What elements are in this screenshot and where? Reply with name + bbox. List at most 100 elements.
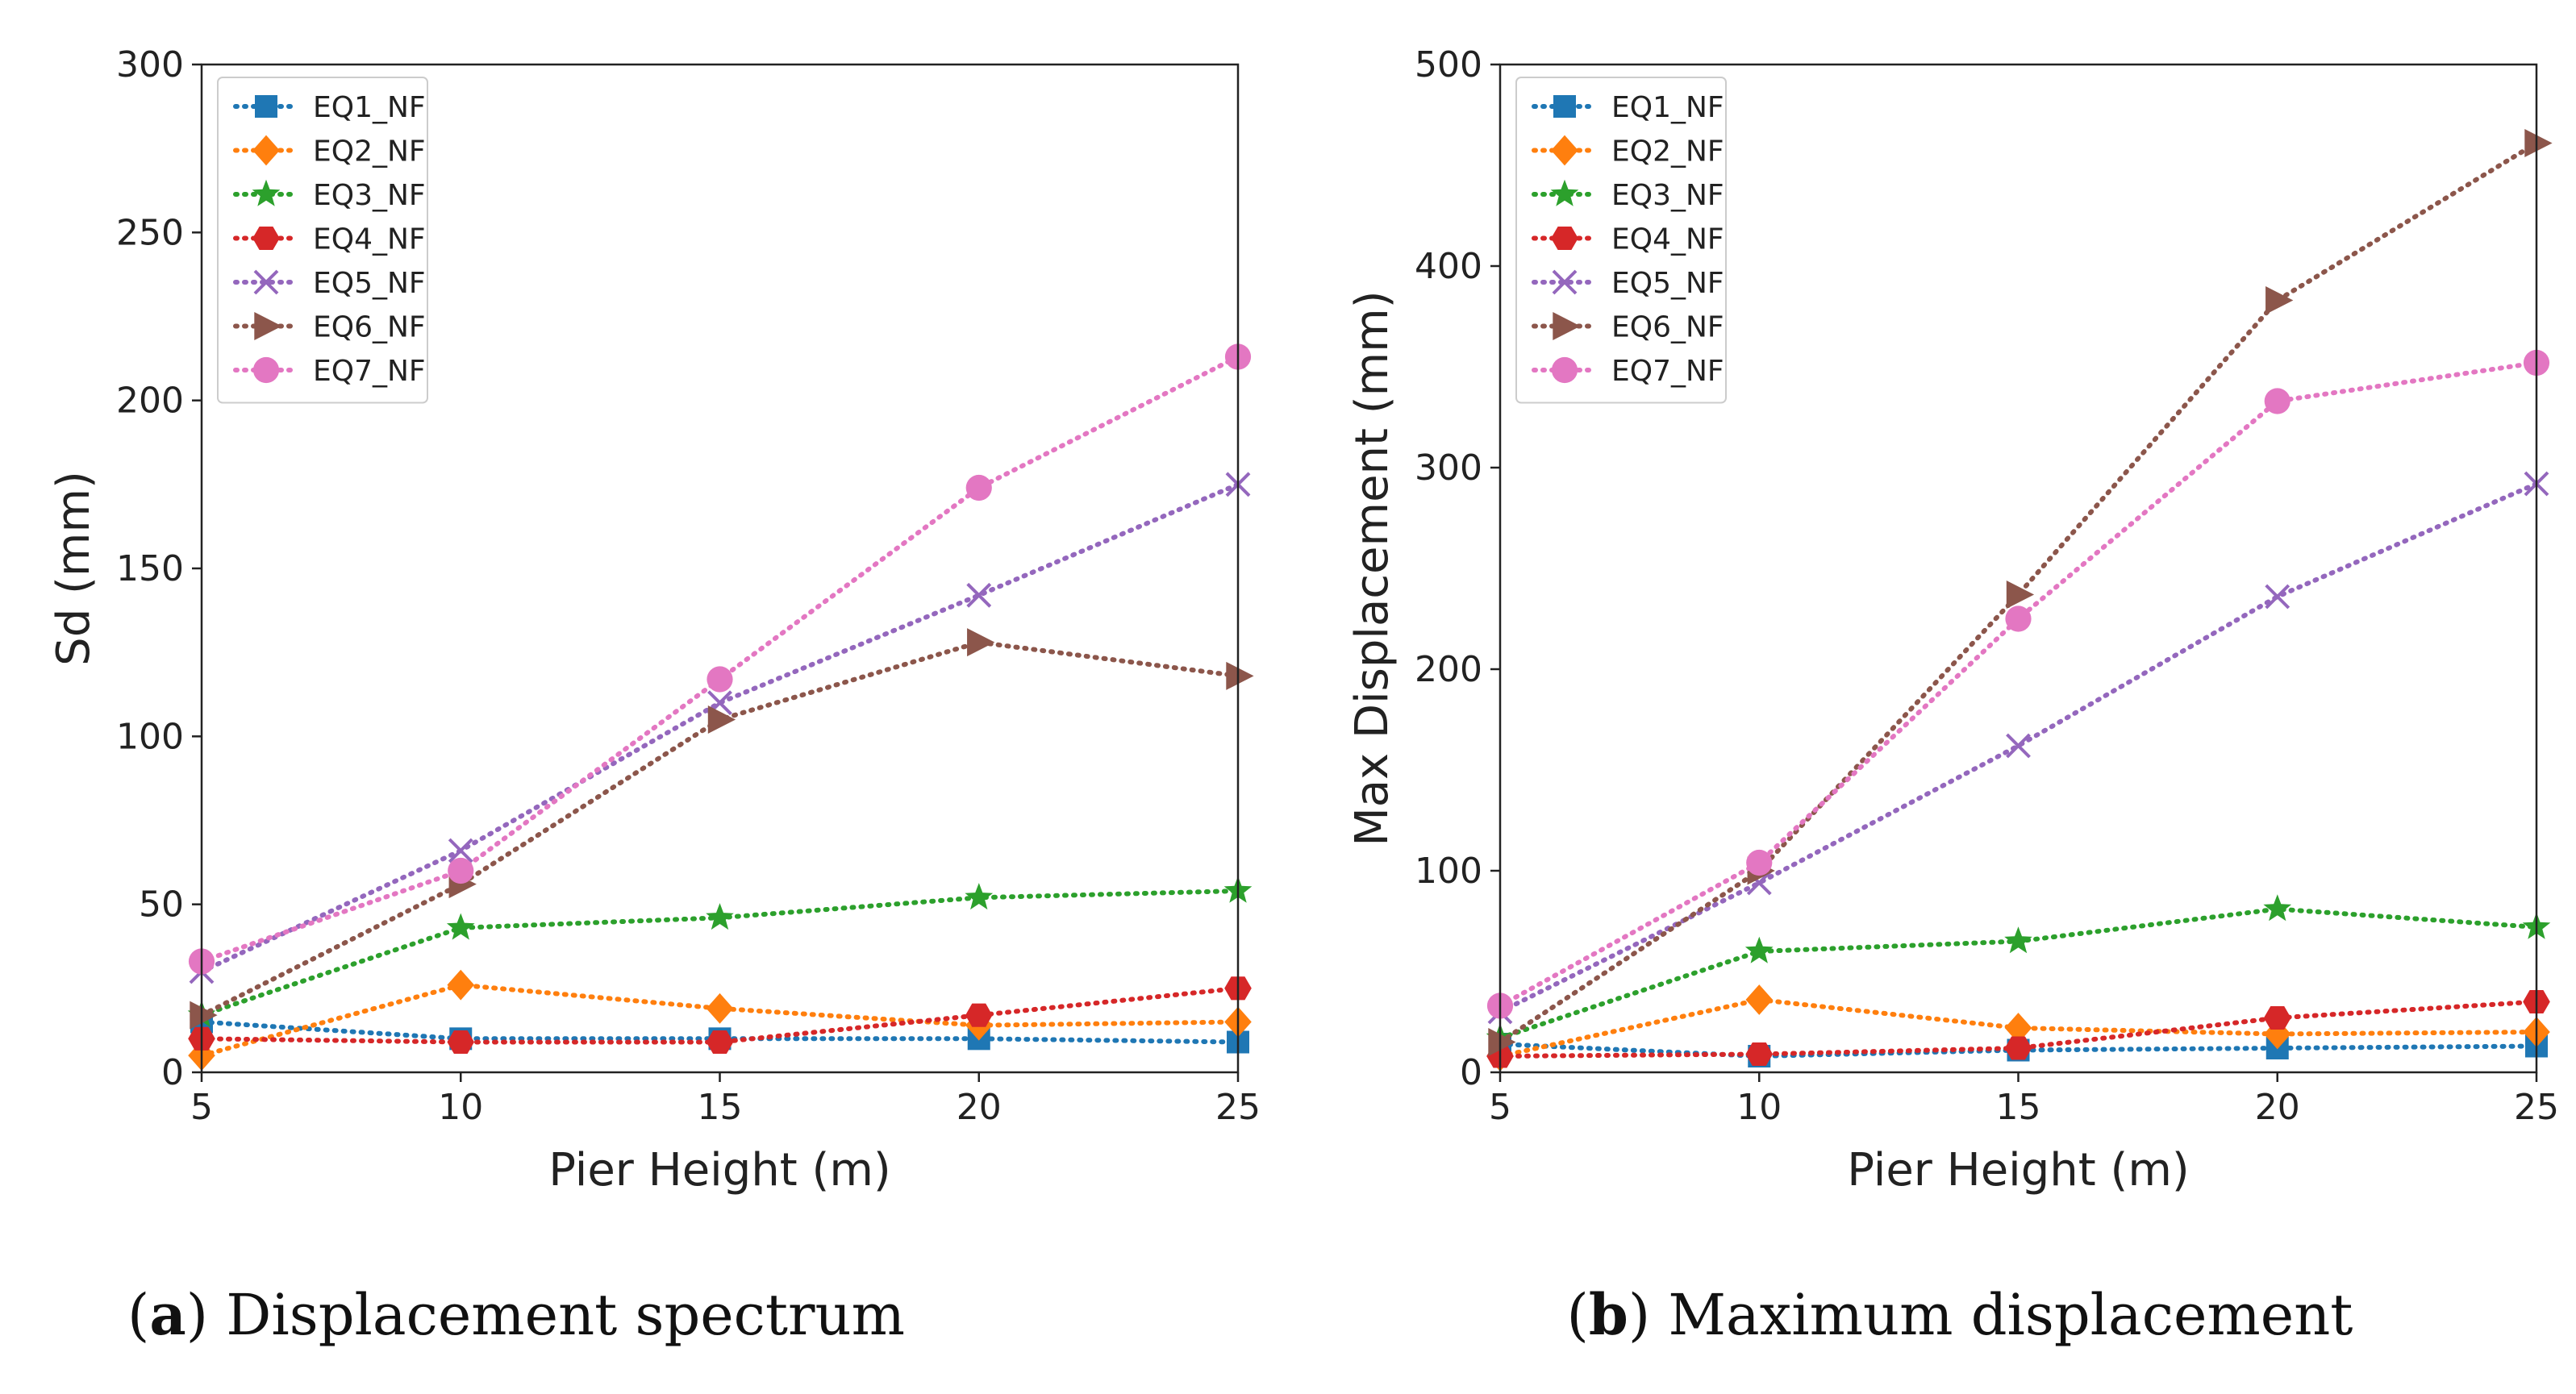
chart-1-point-EQ5_NF-2: [2006, 733, 2031, 759]
chart-1-ytick-label-1: 100: [1415, 851, 1482, 892]
chart-1-legend-marker-EQ7_NF: [1551, 356, 1578, 384]
caption-a-letter: a: [149, 1281, 185, 1348]
chart-max-displacement: 5 10 15 20 25 0 100 200 300 400 500 Pier Height (m)…: [1346, 44, 2559, 1196]
chart-1-point-EQ6_NF-0: [1488, 1028, 1516, 1056]
chart-1-legend-label-EQ5_NF: EQ5_NF: [1611, 267, 1724, 300]
chart-0-point-EQ6_NF-4: [1226, 661, 1254, 690]
chart-0-point-EQ6_NF-3: [967, 628, 995, 657]
chart-0-xtick-label-2: 15: [698, 1087, 743, 1128]
chart-0-legend: EQ1_NF EQ2_NF EQ3_NF EQ4_NF EQ5_NF EQ6_NF EQ7_…: [217, 77, 428, 404]
chart-1-point-EQ5_NF-1-stroke-2: [1746, 870, 1772, 896]
chart-1-point-EQ6_NF-3: [2265, 286, 2294, 314]
chart-0-ytick-label-6: 300: [116, 44, 184, 85]
chart-1-legend: EQ1_NF EQ2_NF EQ3_NF EQ4_NF EQ5_NF EQ6_NF EQ7_…: [1515, 77, 1727, 404]
chart-1-legend-marker-EQ4_NF: [1551, 227, 1578, 250]
chart-0-line-EQ1_NF: [199, 1019, 1240, 1045]
chart-1-ytick-label-3: 300: [1415, 447, 1482, 489]
chart-1-ylabel: Max Displacement (mm): [1346, 290, 1398, 846]
chart-1-legend-marker-EQ5_NF: [1552, 269, 1578, 295]
caption-b-open: (: [1567, 1282, 1589, 1348]
chart-0-line-EQ2_NF: [199, 982, 1240, 1059]
chart-0-legend-label-EQ7_NF: EQ7_NF: [313, 355, 426, 388]
chart-0-point-EQ4_NF-2: [706, 1030, 734, 1054]
caption-b: (b) Maximum displacement: [1567, 1281, 2353, 1348]
caption-a-text: Displacement spectrum: [208, 1282, 905, 1348]
chart-0-xtick-label-3: 20: [957, 1087, 1002, 1128]
chart-0-point-EQ4_NF-1: [447, 1030, 474, 1054]
chart-1-point-EQ3_NF-3: [2263, 894, 2292, 922]
chart-0-legend-marker-EQ1_NF: [255, 95, 277, 118]
chart-1-xtick-label-1: 10: [1736, 1087, 1782, 1128]
chart-0-point-EQ7_NF-2: [707, 666, 733, 693]
chart-0-legend-label-EQ2_NF: EQ2_NF: [313, 135, 426, 169]
chart-1-point-EQ2_NF-1: [1745, 984, 1774, 1015]
chart-0-legend-marker-EQ6_NF: [254, 312, 282, 340]
chart-0-point-EQ5_NF-3-stroke-2: [966, 582, 992, 608]
chart-0-line-EQ7_NF: [199, 354, 1240, 964]
chart-1-legend-marker-EQ1_NF: [1553, 95, 1576, 118]
chart-1-point-EQ7_NF-3: [2264, 388, 2290, 414]
chart-1-xtick-label-3: 20: [2255, 1087, 2300, 1128]
chart-1-legend-label-EQ2_NF: EQ2_NF: [1611, 135, 1724, 169]
chart-1-point-EQ7_NF-1: [1746, 849, 1773, 876]
chart-1-legend-label-EQ3_NF: EQ3_NF: [1611, 179, 1724, 212]
chart-0-legend-label-EQ1_NF: EQ1_NF: [313, 91, 426, 124]
chart-0-ytick-label-1: 50: [139, 884, 184, 926]
chart-0-legend-label-EQ6_NF: EQ6_NF: [313, 311, 426, 344]
chart-0-legend-marker-EQ5_NF-stroke-2: [253, 269, 279, 295]
chart-1-point-EQ5_NF-3: [2265, 584, 2290, 610]
caption-b-text: Maximum displacement: [1650, 1282, 2353, 1348]
chart-0-point-EQ3_NF-3: [965, 883, 994, 910]
chart-1-xtick-label-2: 15: [1996, 1087, 2041, 1128]
caption-b-letter: b: [1589, 1281, 1628, 1348]
chart-1-legend-marker-EQ5_NF-stroke-2: [1552, 269, 1578, 295]
chart-1-legend-marker-EQ3_NF: [1550, 179, 1579, 206]
caption-a: (a) Displacement spectrum: [127, 1281, 905, 1348]
chart-0-series-EQ7_NF: [188, 343, 1252, 975]
caption-a-open: (: [127, 1282, 149, 1348]
chart-1-line-EQ7_NF: [1498, 360, 2539, 1009]
chart-0-point-EQ5_NF-3: [966, 582, 992, 608]
chart-1-legend-label-EQ7_NF: EQ7_NF: [1611, 355, 1724, 388]
chart-1-point-EQ2_NF-2: [2004, 1013, 2032, 1043]
chart-0-point-EQ6_NF-0: [190, 1001, 218, 1030]
chart-0-legend-marker-EQ7_NF: [252, 356, 280, 384]
chart-1-point-EQ6_NF-4: [2524, 129, 2553, 157]
chart-0-ytick-label-3: 150: [116, 548, 184, 589]
chart-0-point-EQ3_NF-2: [706, 903, 734, 930]
chart-0-ytick-label-0: 0: [161, 1052, 184, 1093]
chart-1-ytick-label-2: 200: [1415, 649, 1482, 690]
chart-0-point-EQ6_NF-2: [707, 705, 736, 734]
chart-1-ytick-label-0: 0: [1460, 1052, 1482, 1093]
chart-1-point-EQ4_NF-3: [2263, 1006, 2291, 1030]
chart-0-series-EQ2_NF: [188, 969, 1252, 1072]
chart-0-point-EQ3_NF-1: [446, 913, 475, 940]
chart-0-point-EQ4_NF-3: [965, 1003, 993, 1027]
chart-1-point-EQ3_NF-2: [2004, 926, 2032, 954]
chart-0-ytick-label-2: 100: [116, 716, 184, 757]
chart-1-line-EQ5_NF: [1498, 481, 2539, 1014]
chart-1-xtick-label-0: 5: [1489, 1087, 1511, 1128]
chart-1-legend-label-EQ4_NF: EQ4_NF: [1611, 223, 1724, 256]
chart-0-xlabel: Pier Height (m): [548, 1144, 891, 1196]
chart-1-point-EQ5_NF-3-stroke-2: [2265, 584, 2290, 610]
chart-0-legend-marker-EQ4_NF: [252, 227, 280, 250]
chart-0-line-EQ5_NF: [199, 481, 1240, 974]
chart-1-series-EQ4_NF: [1486, 990, 2550, 1068]
chart-0-xtick-label-0: 5: [190, 1087, 213, 1128]
chart-0-legend-marker-EQ2_NF: [252, 135, 280, 166]
chart-1-ytick-label-4: 400: [1415, 246, 1482, 287]
chart-0-point-EQ5_NF-1-stroke-2: [448, 838, 473, 863]
chart-1-legend-label-EQ6_NF: EQ6_NF: [1611, 311, 1724, 344]
chart-0-series-group: [187, 343, 1254, 1072]
chart-1-xlabel: Pier Height (m): [1847, 1144, 2190, 1196]
chart-0-point-EQ2_NF-2: [706, 992, 734, 1024]
chart-1-ytick-label-5: 500: [1415, 44, 1482, 85]
chart-1-point-EQ7_NF-2: [2005, 605, 2032, 632]
chart-1-legend-marker-EQ6_NF: [1553, 312, 1581, 340]
chart-0-legend-label-EQ3_NF: EQ3_NF: [313, 179, 426, 212]
chart-0-ytick-label-5: 250: [116, 212, 184, 253]
caption-b-close: ): [1628, 1282, 1650, 1348]
chart-0-line-EQ6_NF: [199, 639, 1240, 1018]
